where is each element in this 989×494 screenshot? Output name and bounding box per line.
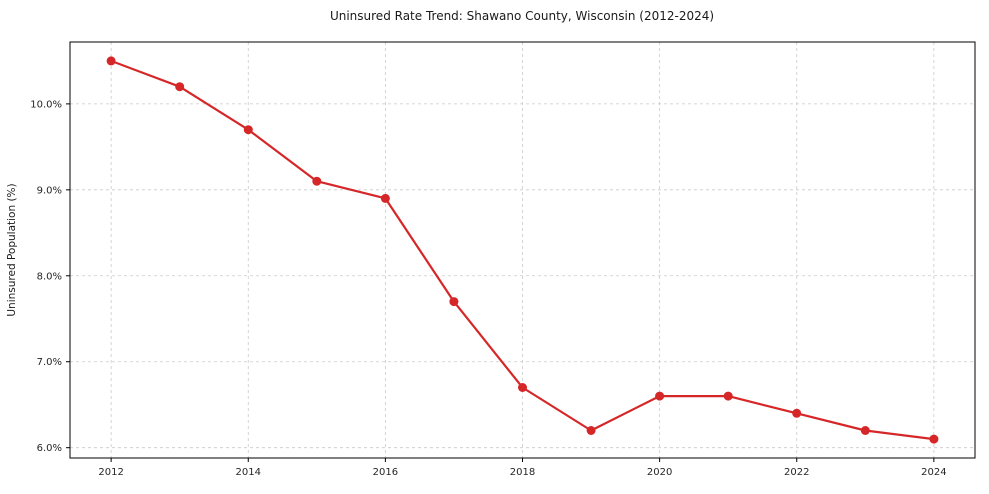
y-tick-label: 9.0% <box>37 185 62 196</box>
y-tick-label: 6.0% <box>37 443 62 454</box>
x-tick-label: 2014 <box>236 467 261 478</box>
data-point-2021 <box>723 391 733 401</box>
y-tick-label: 8.0% <box>37 271 62 282</box>
data-points <box>106 56 939 444</box>
data-point-2019 <box>586 426 596 435</box>
data-point-2013 <box>175 82 185 92</box>
y-axis-label: Uninsured Population (%) <box>6 183 18 316</box>
data-point-2023 <box>860 426 870 435</box>
data-point-2012 <box>106 56 116 66</box>
x-axis: 2012 2014 2016 2018 2020 2022 2024 <box>98 458 947 478</box>
data-point-2022 <box>792 408 802 418</box>
chart-title: Uninsured Rate Trend: Shawano County, Wi… <box>330 9 714 23</box>
data-point-2018 <box>518 383 527 392</box>
data-point-2016 <box>380 193 390 203</box>
x-tick-label: 2016 <box>373 467 398 478</box>
gridlines <box>70 42 975 458</box>
data-point-2017 <box>449 297 459 307</box>
y-tick-label: 10.0% <box>30 99 62 110</box>
y-tick-label: 7.0% <box>37 357 62 368</box>
x-tick-label: 2018 <box>510 467 535 478</box>
data-point-2015 <box>312 176 322 186</box>
data-point-2014 <box>243 125 253 135</box>
x-tick-label: 2024 <box>921 467 946 478</box>
y-axis: 6.0% 7.0% 8.0% 9.0% 10.0% <box>30 99 70 454</box>
plot-layer: 2012 2014 2016 2018 2020 2022 2024 6.0% 7.0% 8.0%… <box>30 41 976 478</box>
data-point-2020 <box>655 391 665 401</box>
data-point-2024 <box>929 434 939 444</box>
x-tick-label: 2022 <box>784 467 809 478</box>
x-tick-label: 2012 <box>98 467 123 478</box>
x-tick-label: 2020 <box>647 467 672 478</box>
